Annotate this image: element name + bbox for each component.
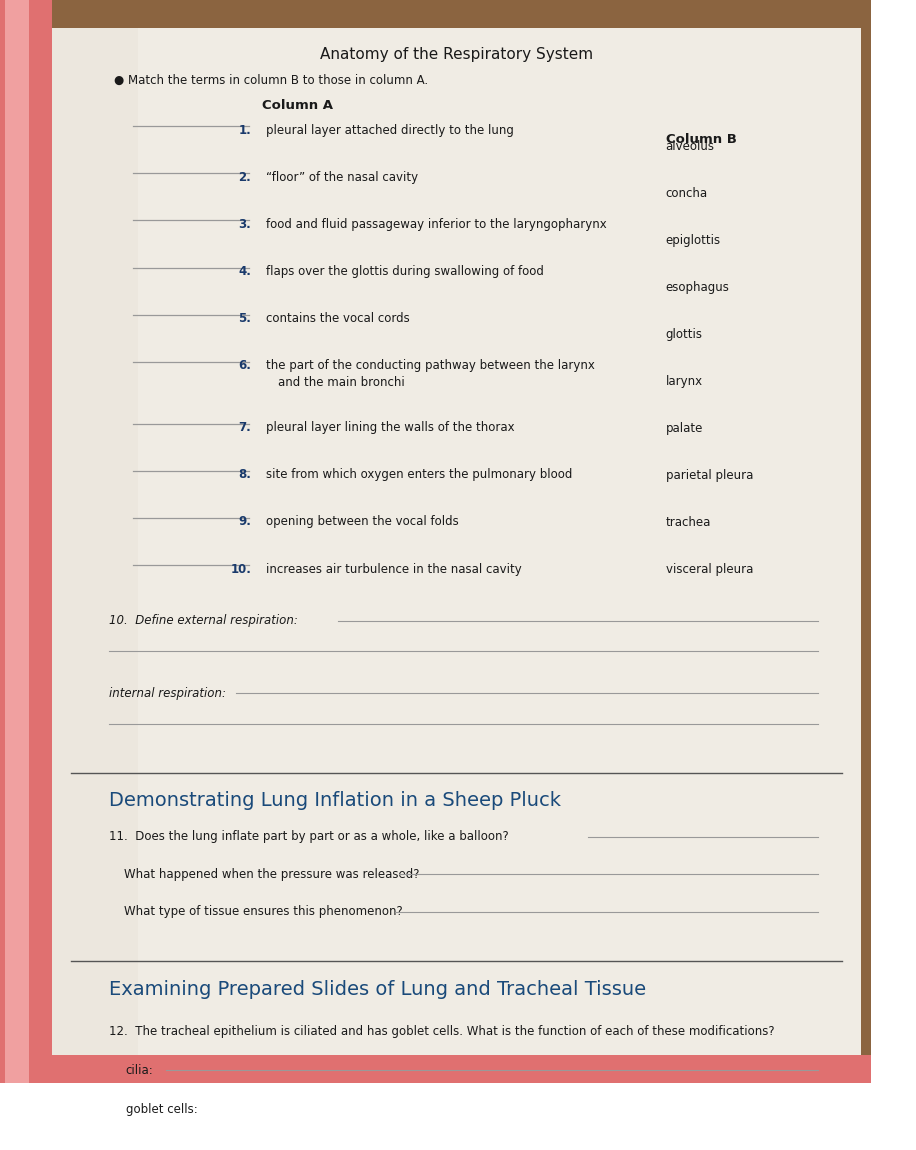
- Text: pleural layer lining the walls of the thorax: pleural layer lining the walls of the th…: [267, 421, 515, 435]
- Text: concha: concha: [666, 186, 708, 200]
- Text: 3.: 3.: [238, 217, 251, 231]
- Text: 10.: 10.: [230, 562, 251, 575]
- Text: cilia:: cilia:: [125, 1064, 153, 1076]
- Text: 9.: 9.: [238, 515, 251, 529]
- Text: contains the vocal cords: contains the vocal cords: [267, 312, 410, 325]
- Text: What type of tissue ensures this phenomenon?: What type of tissue ensures this phenome…: [124, 905, 402, 919]
- Text: 10.  Define external respiration:: 10. Define external respiration:: [109, 614, 299, 628]
- Text: goblet cells:: goblet cells:: [125, 1103, 197, 1117]
- Text: Anatomy of the Respiratory System: Anatomy of the Respiratory System: [320, 47, 593, 62]
- Text: site from which oxygen enters the pulmonary blood: site from which oxygen enters the pulmon…: [267, 468, 572, 482]
- Bar: [0, 0, 52, 1083]
- Text: pleural layer attached directly to the lung: pleural layer attached directly to the l…: [267, 123, 514, 137]
- Text: palate: palate: [666, 422, 703, 435]
- Text: alveolus: alveolus: [666, 139, 714, 153]
- Text: 1.: 1.: [238, 123, 251, 137]
- Text: flaps over the glottis during swallowing of food: flaps over the glottis during swallowing…: [267, 264, 544, 278]
- Text: What happened when the pressure was released?: What happened when the pressure was rele…: [124, 868, 420, 881]
- Bar: [0, 1056, 871, 1083]
- Text: increases air turbulence in the nasal cavity: increases air turbulence in the nasal ca…: [267, 562, 522, 575]
- Text: ● Match the terms in column B to those in column A.: ● Match the terms in column B to those i…: [114, 74, 429, 86]
- Text: Column B: Column B: [666, 133, 736, 146]
- FancyBboxPatch shape: [52, 29, 138, 1065]
- Text: visceral pleura: visceral pleura: [666, 564, 753, 576]
- Text: Demonstrating Lung Inflation in a Sheep Pluck: Demonstrating Lung Inflation in a Sheep …: [109, 791, 562, 811]
- Text: Examining Prepared Slides of Lung and Tracheal Tissue: Examining Prepared Slides of Lung and Tr…: [109, 980, 647, 998]
- Text: 6.: 6.: [238, 359, 251, 373]
- Text: glottis: glottis: [666, 328, 703, 340]
- Text: 7.: 7.: [238, 421, 251, 435]
- Text: Column A: Column A: [262, 99, 333, 112]
- Text: epiglottis: epiglottis: [666, 233, 721, 247]
- Text: 5.: 5.: [238, 312, 251, 325]
- Text: internal respiration:: internal respiration:: [109, 687, 226, 700]
- Text: food and fluid passageway inferior to the laryngopharynx: food and fluid passageway inferior to th…: [267, 217, 607, 231]
- Text: larynx: larynx: [666, 375, 703, 388]
- Text: opening between the vocal folds: opening between the vocal folds: [267, 515, 459, 529]
- Text: “floor” of the nasal cavity: “floor” of the nasal cavity: [267, 170, 419, 184]
- Text: parietal pleura: parietal pleura: [666, 469, 753, 482]
- Text: 2.: 2.: [238, 170, 251, 184]
- Text: the part of the conducting pathway between the larynx: the part of the conducting pathway betwe…: [267, 359, 595, 373]
- Text: 12.  The tracheal epithelium is ciliated and has goblet cells. What is the funct: 12. The tracheal epithelium is ciliated …: [109, 1025, 775, 1038]
- Text: 4.: 4.: [238, 264, 251, 278]
- Bar: [5, 0, 28, 1083]
- Text: 8.: 8.: [238, 468, 251, 482]
- Text: 11.  Does the lung inflate part by part or as a whole, like a balloon?: 11. Does the lung inflate part by part o…: [109, 830, 509, 843]
- Text: and the main bronchi: and the main bronchi: [278, 376, 405, 389]
- Text: trachea: trachea: [666, 516, 711, 529]
- Text: esophagus: esophagus: [666, 281, 730, 294]
